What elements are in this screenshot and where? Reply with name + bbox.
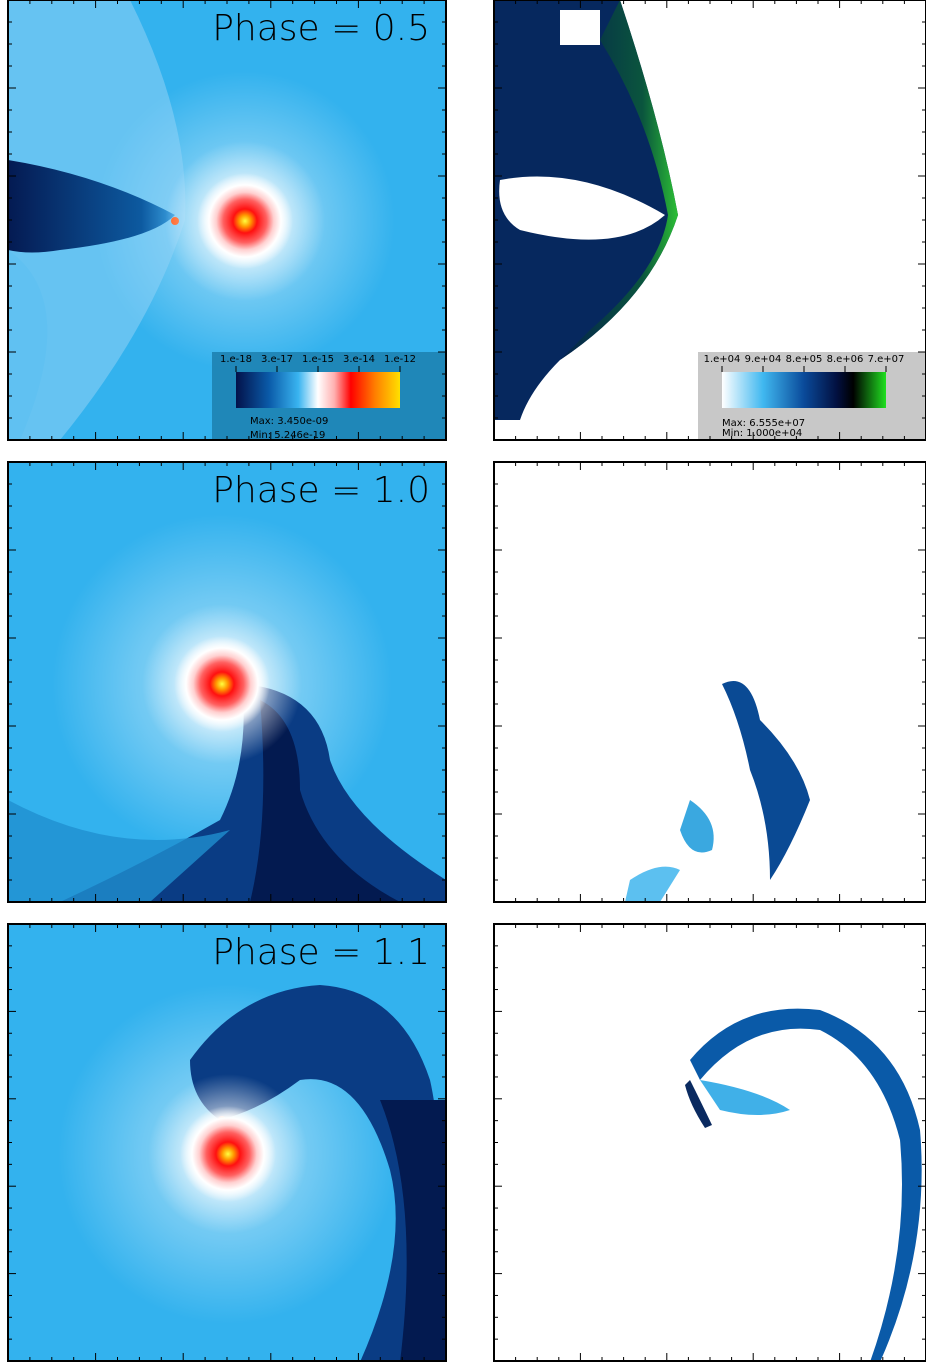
- max-label: Max: 6.555e+07: [722, 418, 805, 429]
- phase-label: Phase = 1.0: [212, 470, 430, 511]
- image-region: [494, 924, 926, 1362]
- colorbar-tick-label: 3.e-14: [343, 354, 375, 365]
- colorbar-tick-label: 1.e-18: [220, 354, 252, 365]
- image-region: [60, 684, 446, 902]
- phase-label: Phase = 0.5: [212, 8, 430, 49]
- image-region: [722, 372, 886, 408]
- image-region: [180, 1106, 276, 1202]
- image-region: [722, 680, 810, 880]
- image-region: [8, 800, 230, 902]
- temperature-panel: [494, 0, 926, 440]
- colorbar-tick-label: 8.e+05: [786, 354, 823, 365]
- image-region: [499, 176, 665, 240]
- image-region: [174, 636, 270, 732]
- temperature-panel: [494, 462, 926, 902]
- image-region: [625, 866, 680, 902]
- image-region: [197, 173, 293, 269]
- image-region: [236, 372, 400, 408]
- density-panel: [8, 0, 446, 440]
- max-label: Max: 3.450e-09: [250, 416, 328, 427]
- image-region: [560, 0, 678, 360]
- min-label: Min: 5.246e-19: [250, 430, 325, 441]
- density-colorbar-labels: Max: 3.450e-09 Min: 5.246e-19 1.e-18 3.e-…: [220, 354, 416, 441]
- phase-label: Phase = 1.1: [212, 932, 430, 973]
- image-region: [560, 10, 600, 45]
- image-region: [700, 1080, 790, 1115]
- image-region: [8, 160, 175, 253]
- density-panel: [8, 924, 446, 1362]
- temperature-colorbar-labels: Max: 6.555e+07 Min: 1.000e+04 1.e+04 9.e+…: [704, 354, 905, 439]
- colorbar-tick-label: 9.e+04: [745, 354, 782, 365]
- colorbar-tick-label: 3.e-17: [261, 354, 293, 365]
- image-region: [690, 1008, 922, 1362]
- image-region: [250, 700, 400, 902]
- image-region: [8, 250, 48, 440]
- colorbar-tick-label: 7.e+07: [868, 354, 905, 365]
- colorbar-tick-label: 1.e-15: [302, 354, 334, 365]
- image-region: [680, 800, 714, 853]
- image-region: [685, 1080, 712, 1128]
- colorbar-tick-label: 1.e-12: [384, 354, 416, 365]
- min-label: Min: 1.000e+04: [722, 428, 802, 439]
- colorbar-tick-label: 8.e+06: [827, 354, 864, 365]
- colorbar-tick-label: 1.e+04: [704, 354, 741, 365]
- density-panel: [8, 462, 446, 902]
- temperature-panel: [494, 924, 926, 1362]
- image-region: [380, 1100, 446, 1362]
- tick-marks: [7, 0, 926, 1362]
